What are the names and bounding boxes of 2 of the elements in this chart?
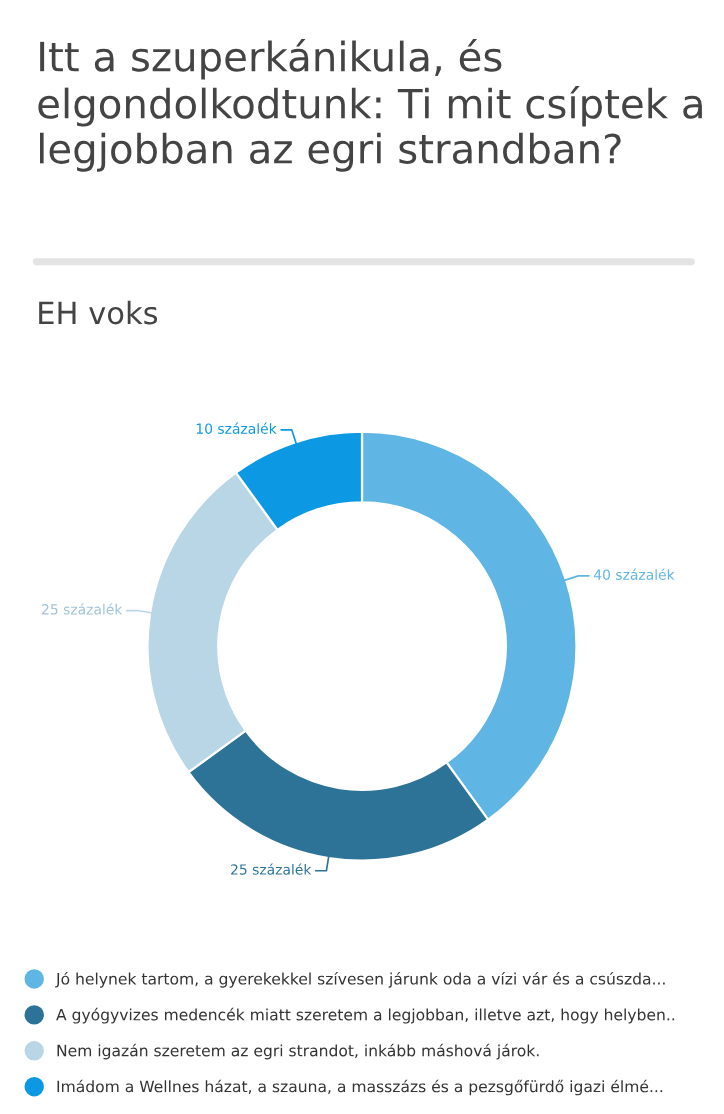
chart-subtitle: EH voks [39, 300, 158, 325]
chart-title: Itt a szuperkánikula, és elgondolkodtunk: Ti mit csíptek a legjobban az egri strandban? [38, 38, 702, 172]
